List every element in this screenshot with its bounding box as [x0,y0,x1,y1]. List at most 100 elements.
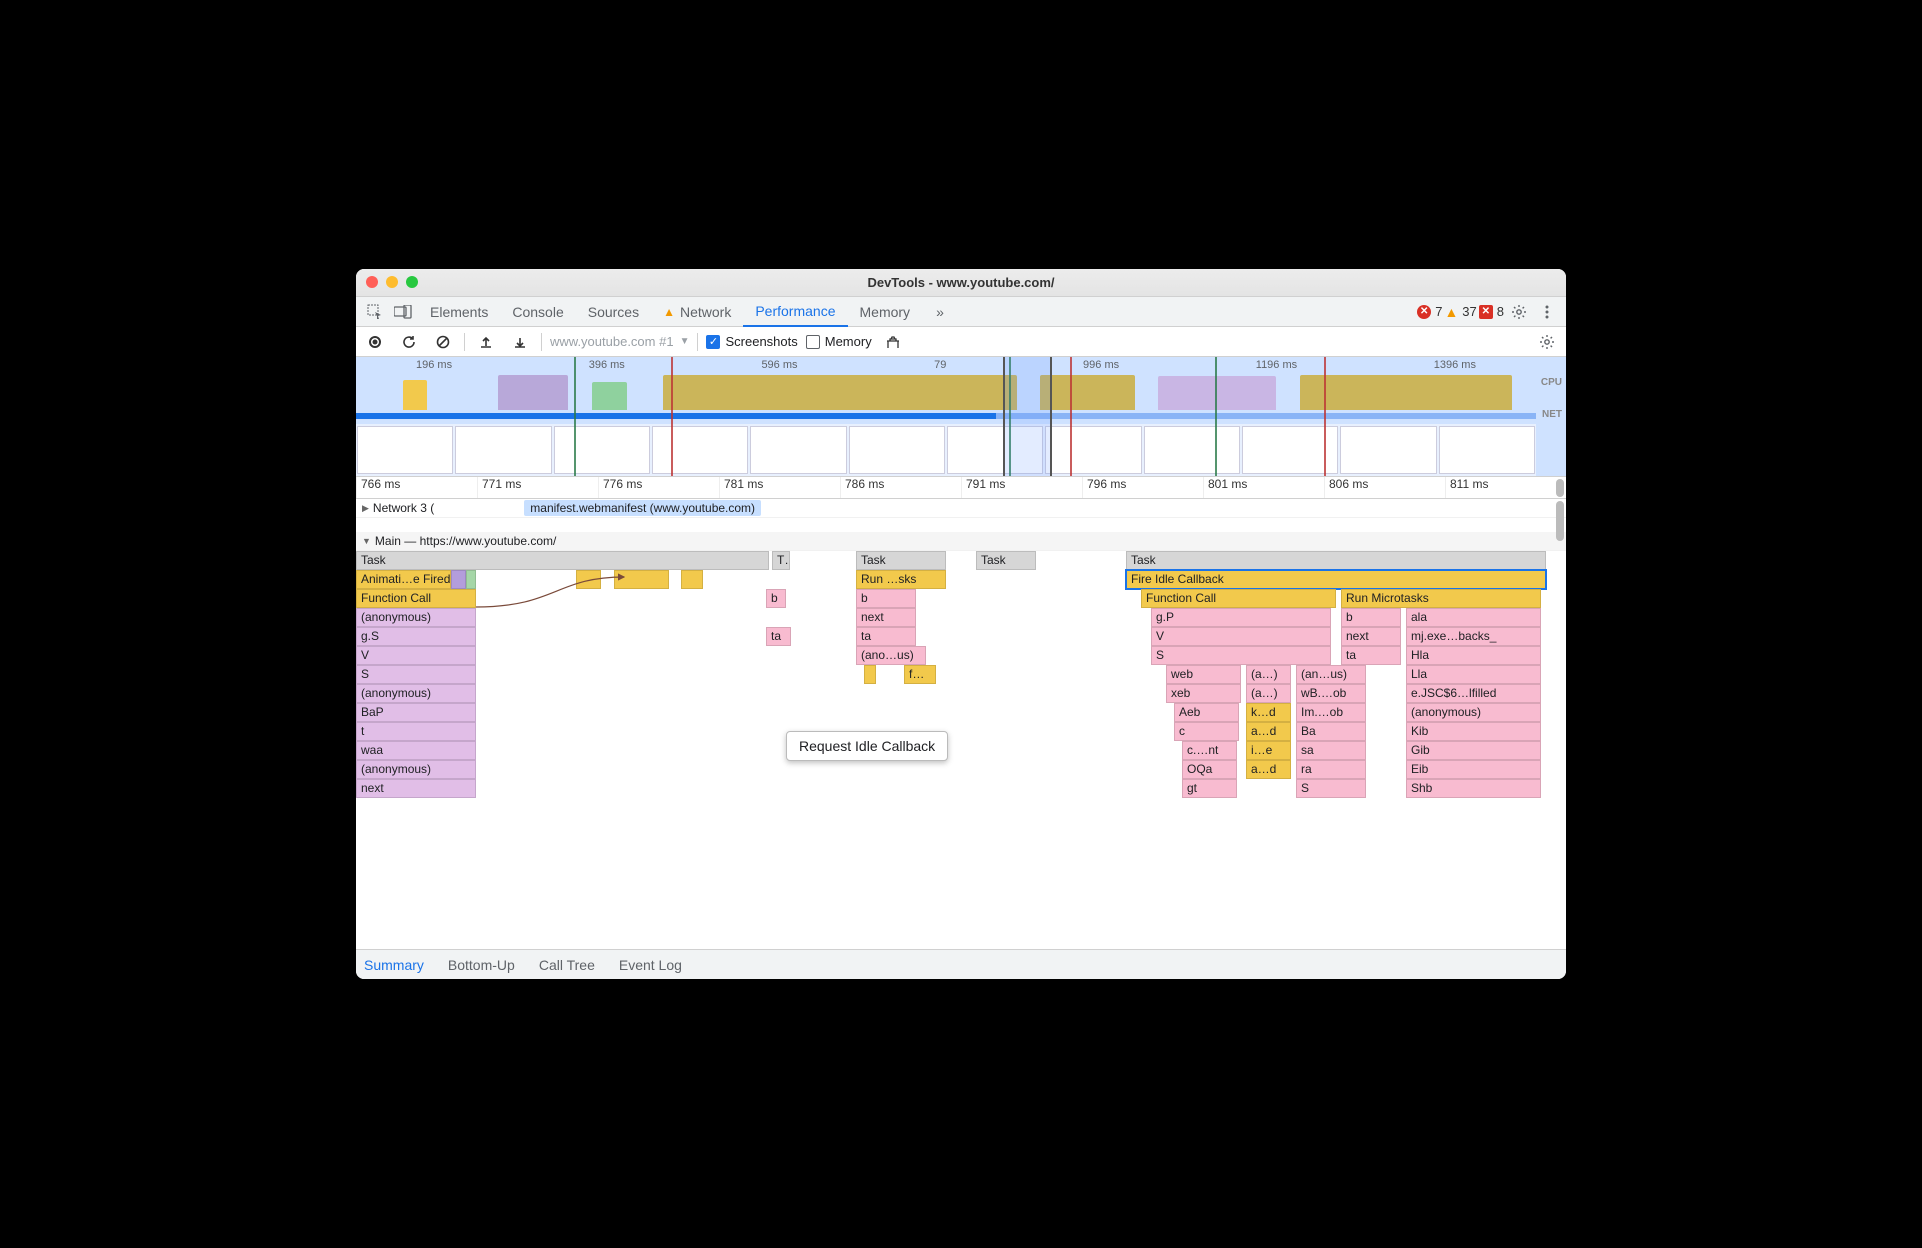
vertical-scrollbar[interactable] [1556,479,1564,497]
zoom-icon[interactable] [406,276,418,288]
flame-entry[interactable] [681,570,703,589]
network-track-header[interactable]: ▶ Network 3 ( manifest.webmanifest (www.… [356,499,1566,518]
screenshots-checkbox[interactable]: ✓ Screenshots [706,334,797,349]
flame-entry[interactable]: waa [356,741,476,760]
flamegraph-panel[interactable]: ▶ Network 3 ( manifest.webmanifest (www.… [356,499,1566,949]
overview-brush[interactable] [1003,357,1051,476]
flame-entry[interactable]: V [356,646,476,665]
flame-entry[interactable]: (anonymous) [1406,703,1541,722]
flame-entry[interactable]: Task [356,551,769,570]
tab-elements[interactable]: Elements [418,297,500,327]
flame-entry[interactable]: (a…) [1246,665,1291,684]
flame-entry[interactable]: Aeb [1174,703,1239,722]
flame-entry[interactable] [451,570,466,589]
flame-entry[interactable]: e.JSC$6…lfilled [1406,684,1541,703]
flame-entry[interactable]: OQa [1182,760,1237,779]
flame-entry[interactable]: (ano…us) [856,646,926,665]
flame-entry[interactable]: g.S [356,627,476,646]
tab-sources[interactable]: Sources [576,297,651,327]
detail-tab-call-tree[interactable]: Call Tree [539,957,595,973]
error-count[interactable]: ✕ 7 [1417,304,1442,319]
flame-entry[interactable]: Lla [1406,665,1541,684]
flame-entry[interactable]: k…d [1246,703,1291,722]
flame-entry[interactable]: Run …sks [856,570,946,589]
flame-entry[interactable]: S [356,665,476,684]
flame-entry[interactable]: ala [1406,608,1541,627]
flame-entry[interactable]: c.…nt [1182,741,1237,760]
flame-entry[interactable]: c [1174,722,1239,741]
download-icon[interactable] [507,329,533,355]
flame-entry[interactable]: ra [1296,760,1366,779]
flame-entry[interactable]: t [356,722,476,741]
flame-entry[interactable]: a…d [1246,722,1291,741]
flame-entry[interactable]: Ba [1296,722,1366,741]
flame-entry[interactable]: T… [772,551,790,570]
flame-entry[interactable]: (anonymous) [356,608,476,627]
flame-entry[interactable]: mj.exe…backs_ [1406,627,1541,646]
inspect-element-icon[interactable] [362,299,388,325]
flame-entry[interactable]: Fire Idle Callback [1126,570,1546,589]
flame-entry[interactable]: (anonymous) [356,684,476,703]
minimize-icon[interactable] [386,276,398,288]
detail-tab-summary[interactable]: Summary [364,957,424,973]
record-button-icon[interactable] [362,329,388,355]
flame-entry[interactable]: BaP [356,703,476,722]
tab-network[interactable]: ▲Network [651,297,743,327]
flame-entry[interactable]: Animati…e Fired [356,570,451,589]
flame-entry[interactable]: Shb [1406,779,1541,798]
flame-entry[interactable] [864,665,876,684]
flame-entry[interactable]: Task [1126,551,1546,570]
flame-entry[interactable]: b [766,589,786,608]
flame-entry[interactable]: next [356,779,476,798]
flame-entry[interactable]: sa [1296,741,1366,760]
flame-entry[interactable]: (an…us) [1296,665,1366,684]
kebab-menu-icon[interactable] [1534,299,1560,325]
tabs-overflow[interactable]: » [924,297,956,327]
flame-entry[interactable]: V [1151,627,1331,646]
blocked-count[interactable]: ✕ 8 [1479,304,1504,319]
tab-performance[interactable]: Performance [743,297,847,327]
settings-gear-icon[interactable] [1506,299,1532,325]
flame-entry[interactable]: S [1151,646,1331,665]
memory-checkbox[interactable]: Memory [806,334,872,349]
flame-entry[interactable]: wB.…ob [1296,684,1366,703]
overview-strip[interactable]: 196 ms396 ms596 ms79996 ms1196 ms1396 ms… [356,357,1566,477]
clear-icon[interactable] [430,329,456,355]
flame-entry[interactable] [466,570,476,589]
flame-entry[interactable]: Task [976,551,1036,570]
flame-entry[interactable]: Gib [1406,741,1541,760]
flame-entry[interactable] [614,570,669,589]
detail-tab-event-log[interactable]: Event Log [619,957,682,973]
close-icon[interactable] [366,276,378,288]
flame-entry[interactable]: Run Microtasks [1341,589,1541,608]
collect-garbage-icon[interactable] [880,329,906,355]
flame-entry[interactable]: Im.…ob [1296,703,1366,722]
flame-entry[interactable]: xeb [1166,684,1241,703]
flame-entry[interactable]: ta [766,627,791,646]
flame-entry[interactable]: Hla [1406,646,1541,665]
device-toolbar-icon[interactable] [390,299,416,325]
flame-entry[interactable]: b [1341,608,1401,627]
reload-icon[interactable] [396,329,422,355]
flame-entry[interactable]: Function Call [356,589,476,608]
flame-entry[interactable]: f… [904,665,936,684]
flame-entry[interactable]: g.P [1151,608,1331,627]
flame-entry[interactable]: web [1166,665,1241,684]
flame-entry[interactable]: ta [1341,646,1401,665]
tab-memory[interactable]: Memory [848,297,923,327]
flame-entry[interactable]: a…d [1246,760,1291,779]
perf-settings-gear-icon[interactable] [1534,329,1560,355]
tab-console[interactable]: Console [500,297,575,327]
upload-icon[interactable] [473,329,499,355]
flame-entry[interactable]: b [856,589,916,608]
detail-tab-bottom-up[interactable]: Bottom-Up [448,957,515,973]
flame-entry[interactable] [576,570,601,589]
flame-entry[interactable]: Task [856,551,946,570]
flame-entry[interactable]: ta [856,627,916,646]
flame-entry[interactable]: Function Call [1141,589,1336,608]
flamegraph[interactable]: TaskT…TaskTaskTaskAnimati…e FiredRun …sk… [356,551,1566,798]
main-track-header[interactable]: ▼ Main — https://www.youtube.com/ [356,532,1566,551]
warning-count[interactable]: ▲ 37 [1444,304,1476,320]
flame-entry[interactable]: (a…) [1246,684,1291,703]
flame-entry[interactable]: next [856,608,916,627]
